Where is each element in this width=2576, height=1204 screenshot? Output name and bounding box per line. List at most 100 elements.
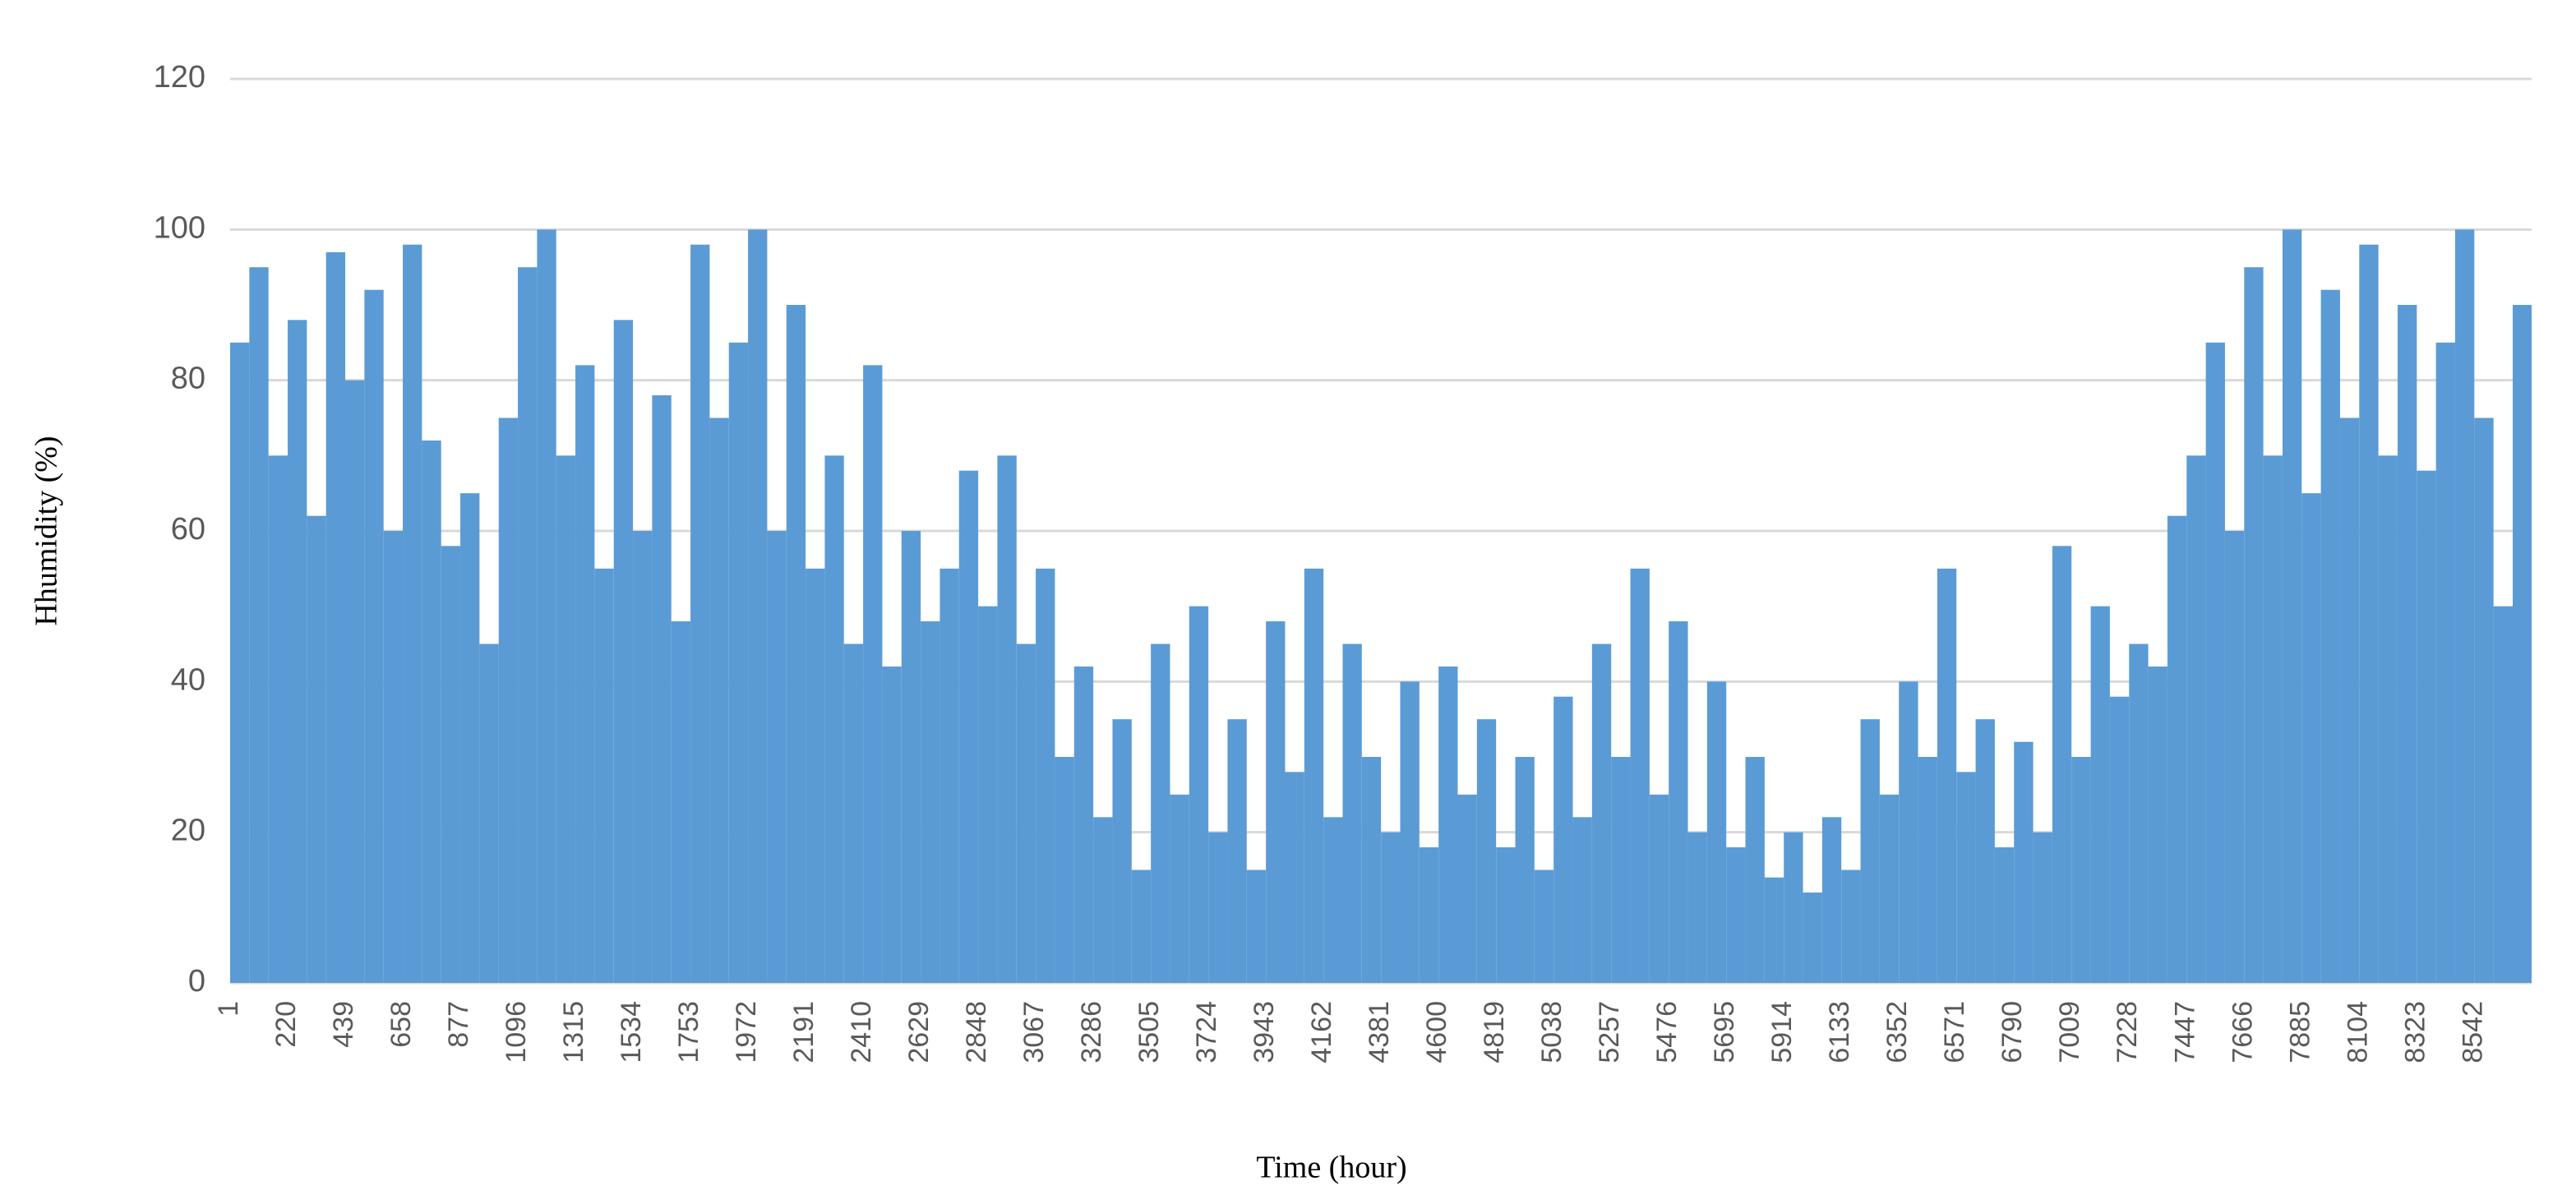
- bar: [2454, 229, 2475, 983]
- bar: [2244, 267, 2264, 984]
- bar: [901, 531, 921, 983]
- bar: [2263, 455, 2283, 983]
- bar: [1170, 794, 1189, 983]
- x-tick-label: 5695: [1709, 1001, 1740, 1063]
- bar: [671, 621, 691, 983]
- bar: [345, 380, 365, 984]
- bar: [230, 342, 250, 983]
- bar: [383, 531, 404, 983]
- bar: [1611, 757, 1631, 983]
- x-axis-title: Time (hour): [1256, 1151, 1406, 1185]
- bar: [1266, 621, 1286, 983]
- bar: [1189, 606, 1209, 983]
- bar: [249, 267, 269, 984]
- x-tick-label: 4600: [1421, 1001, 1452, 1063]
- x-tick-label: 7666: [2227, 1001, 2258, 1063]
- x-tick-label: 3286: [1076, 1001, 1107, 1063]
- bar: [1764, 877, 1784, 983]
- x-tick-label: 8542: [2457, 1001, 2488, 1063]
- bar: [403, 244, 422, 984]
- bar: [537, 229, 556, 983]
- bar: [690, 244, 710, 984]
- bar: [556, 455, 576, 983]
- bar: [2090, 606, 2110, 983]
- bar: [422, 441, 441, 983]
- bar: [2282, 229, 2302, 983]
- bar: [1073, 667, 1094, 983]
- bar: [498, 417, 519, 983]
- bar: [1323, 817, 1343, 983]
- x-tick-label: 3067: [1018, 1001, 1050, 1063]
- bar: [441, 546, 461, 983]
- x-tick-label: 4162: [1306, 1001, 1337, 1063]
- bar: [728, 342, 749, 983]
- x-tick-label: 1753: [673, 1001, 704, 1063]
- bar: [882, 667, 902, 983]
- bar: [1112, 719, 1132, 983]
- bar: [2320, 289, 2340, 984]
- bar: [709, 417, 729, 983]
- bar: [1803, 893, 1822, 983]
- bar: [2129, 644, 2149, 983]
- x-tick-label: 7447: [2169, 1001, 2200, 1063]
- bar: [1841, 870, 1861, 983]
- x-tick-label: 6571: [1939, 1001, 1970, 1063]
- bar: [1956, 772, 1976, 983]
- bar: [748, 229, 768, 983]
- bar: [613, 320, 634, 983]
- bar: [1937, 568, 1957, 983]
- bar: [1381, 832, 1401, 983]
- bar: [1036, 568, 1055, 983]
- y-tick-label: 100: [154, 210, 205, 245]
- bar: [2052, 546, 2072, 983]
- bar: [2301, 493, 2321, 983]
- bar: [1515, 757, 1535, 983]
- bar: [1131, 870, 1152, 983]
- bar: [1438, 667, 1458, 983]
- y-tick-label: 0: [188, 964, 205, 999]
- x-tick-label: 220: [270, 1001, 302, 1048]
- bar: [2474, 417, 2494, 983]
- bar: [1975, 719, 1995, 983]
- bar: [2512, 305, 2532, 983]
- x-tick-label: 7228: [2112, 1001, 2143, 1063]
- bar: [1669, 621, 1688, 983]
- bar: [1476, 719, 1497, 983]
- bar: [2224, 531, 2245, 983]
- bar: [863, 365, 883, 983]
- x-tick-label: 6352: [1881, 1001, 1913, 1063]
- bar: [1151, 644, 1170, 983]
- x-tick-label: 5038: [1536, 1001, 1567, 1063]
- bar: [939, 568, 959, 983]
- y-tick-label: 20: [171, 814, 205, 848]
- bar: [1879, 794, 1900, 983]
- y-tick-label: 60: [171, 512, 205, 547]
- x-tick-label: 658: [385, 1001, 417, 1048]
- bar: [2339, 417, 2360, 983]
- bar: [518, 267, 538, 984]
- x-tick-label: 3505: [1133, 1001, 1165, 1063]
- bar: [921, 621, 940, 983]
- bar: [479, 644, 499, 983]
- bar: [268, 455, 289, 983]
- x-tick-label: 3724: [1191, 1001, 1222, 1063]
- bar: [652, 395, 672, 983]
- bar: [1055, 757, 1074, 983]
- bar: [2033, 832, 2052, 983]
- x-tick-label: 2410: [846, 1001, 877, 1063]
- bar: [978, 606, 998, 983]
- bar: [1342, 644, 1362, 983]
- bar: [575, 365, 595, 983]
- y-tick-label: 120: [154, 60, 205, 95]
- bar: [288, 320, 307, 983]
- bar: [1016, 644, 1036, 983]
- x-tick-label: 1: [213, 1001, 244, 1017]
- bar: [1860, 719, 1880, 983]
- x-tick-label: 5914: [1766, 1001, 1798, 1063]
- x-tick-label: 6133: [1824, 1001, 1855, 1063]
- bar: [1591, 644, 1612, 983]
- x-tick-label: 4819: [1479, 1001, 1510, 1063]
- bar: [1227, 719, 1247, 983]
- bar: [594, 568, 614, 983]
